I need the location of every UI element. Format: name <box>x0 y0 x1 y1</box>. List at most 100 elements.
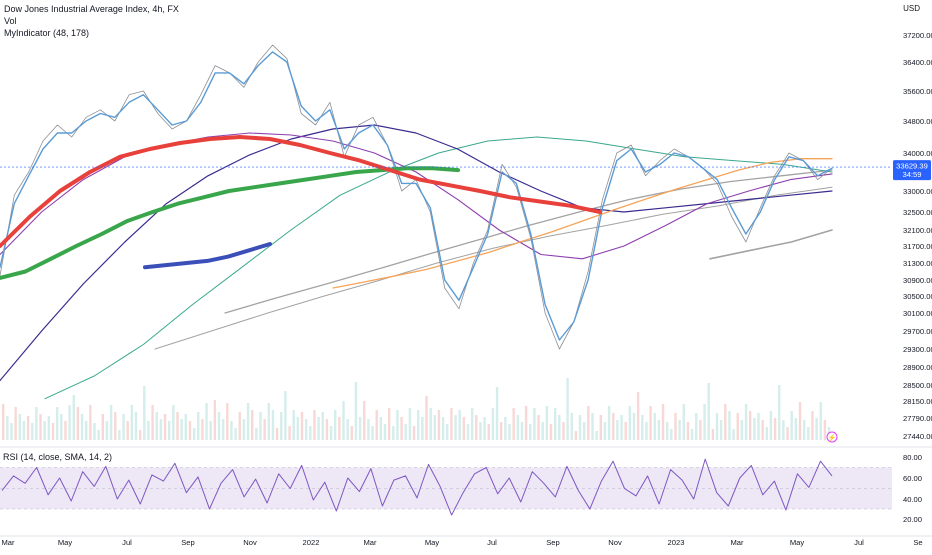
volume-bar <box>433 415 436 440</box>
volume-bar <box>151 405 154 440</box>
volume-bar <box>470 408 474 440</box>
series-line-ma-blue <box>143 242 272 270</box>
volume-bar <box>607 406 611 440</box>
symbol-title[interactable]: Dow Jones Industrial Average Index, 4h, … <box>4 4 179 14</box>
rsi-y-tick-label: 40.00 <box>903 495 922 504</box>
volume-bar <box>823 420 827 440</box>
volume-bar <box>255 428 258 440</box>
lightning-icon: ⚡ <box>828 433 837 442</box>
volume-bar <box>130 405 134 440</box>
volume-bar <box>545 406 549 440</box>
y-tick-label: 27790.00 <box>903 414 932 423</box>
y-tick-label: 31300.00 <box>903 259 932 268</box>
volume-bar <box>80 414 84 440</box>
last-price-label: 33629.39 <box>896 162 928 171</box>
volume-bar <box>259 412 262 440</box>
y-tick-label: 27440.00 <box>903 432 932 441</box>
volume-bar <box>429 408 432 440</box>
volume-bar <box>674 413 677 440</box>
x-tick-label: May <box>790 538 805 547</box>
volume-bar <box>500 422 503 440</box>
y-tick-label: 35600.00 <box>903 87 932 96</box>
volume-bar <box>89 405 92 440</box>
volume-bar <box>143 386 146 440</box>
volume-bar <box>686 422 690 440</box>
volume-bar <box>749 411 752 440</box>
volume-bar <box>300 412 304 440</box>
volume-bar <box>118 430 121 440</box>
volume-bar <box>60 414 63 440</box>
volume-bar <box>209 421 212 440</box>
volume-bar <box>562 422 565 440</box>
volume-bar <box>55 407 59 440</box>
volume-bar <box>358 417 362 440</box>
volume-bar <box>603 422 607 440</box>
volume-bar <box>350 426 353 440</box>
indicator-label[interactable]: MyIndicator (48, 178) <box>4 28 90 38</box>
volume-bar <box>446 424 449 440</box>
volume-bar <box>275 428 279 440</box>
volume-bar <box>234 428 237 440</box>
chart-legend: Dow Jones Industrial Average Index, 4h, … <box>4 3 179 39</box>
volume-bar <box>454 415 457 440</box>
volume-bar <box>197 412 200 440</box>
volume-bar <box>612 413 615 440</box>
volume-bar <box>93 423 96 440</box>
volume-bar <box>412 426 416 440</box>
volume-bar <box>524 406 528 440</box>
volume-label[interactable]: Vol <box>4 16 17 26</box>
volume-bar <box>6 416 9 440</box>
y-tick-label: 29700.00 <box>903 327 932 336</box>
volume-bar <box>288 426 291 440</box>
volume-bar <box>736 413 739 440</box>
volume-bar <box>707 383 710 440</box>
countdown-label: 34:59 <box>902 170 921 179</box>
volume-bar <box>271 410 275 440</box>
x-tick-label: Jul <box>854 538 864 547</box>
volume-bar <box>761 420 764 440</box>
volume-bar <box>242 419 246 440</box>
volume-bar <box>483 417 486 440</box>
volume-bar <box>184 414 187 440</box>
volume-bar <box>599 415 602 440</box>
y-tick-label: 33000.00 <box>903 187 932 196</box>
volume-bar <box>371 426 374 440</box>
volume-bar <box>43 421 46 440</box>
volume-bar <box>126 421 129 440</box>
y-tick-label: 30900.00 <box>903 276 932 285</box>
volume-bar <box>421 417 424 440</box>
volume-bar <box>338 417 341 440</box>
volume-bar <box>583 422 586 440</box>
x-tick-label: Mar <box>1 538 15 547</box>
volume-bar <box>226 403 229 440</box>
volume-bar <box>632 413 636 440</box>
volume-bar <box>31 423 34 440</box>
volume-bar <box>147 421 150 440</box>
volume-bar <box>309 426 312 440</box>
volume-bar <box>313 410 316 440</box>
volume-bar <box>379 417 383 440</box>
volume-bar <box>815 418 818 440</box>
volume-bar <box>666 422 669 440</box>
rsi-label[interactable]: RSI (14, close, SMA, 14, 2) <box>3 452 113 462</box>
volume-bar <box>14 407 17 440</box>
volume-bar <box>798 402 802 440</box>
volume-bar <box>670 429 673 440</box>
volume-bar <box>744 404 748 440</box>
volume-bar <box>811 411 814 440</box>
x-tick-label: May <box>425 538 440 547</box>
x-tick-label: Se <box>913 538 922 547</box>
volume-bar <box>711 429 715 440</box>
volume-bar <box>636 392 640 440</box>
volume-bar <box>690 429 694 440</box>
volume-bar <box>342 401 345 440</box>
volume-bar <box>504 417 507 440</box>
volume-bar <box>699 420 702 440</box>
volume-bar <box>549 424 553 440</box>
volume-bar <box>101 414 104 440</box>
volume-bar <box>39 414 42 440</box>
volume-bar <box>292 410 295 440</box>
volume-bar <box>553 408 557 440</box>
